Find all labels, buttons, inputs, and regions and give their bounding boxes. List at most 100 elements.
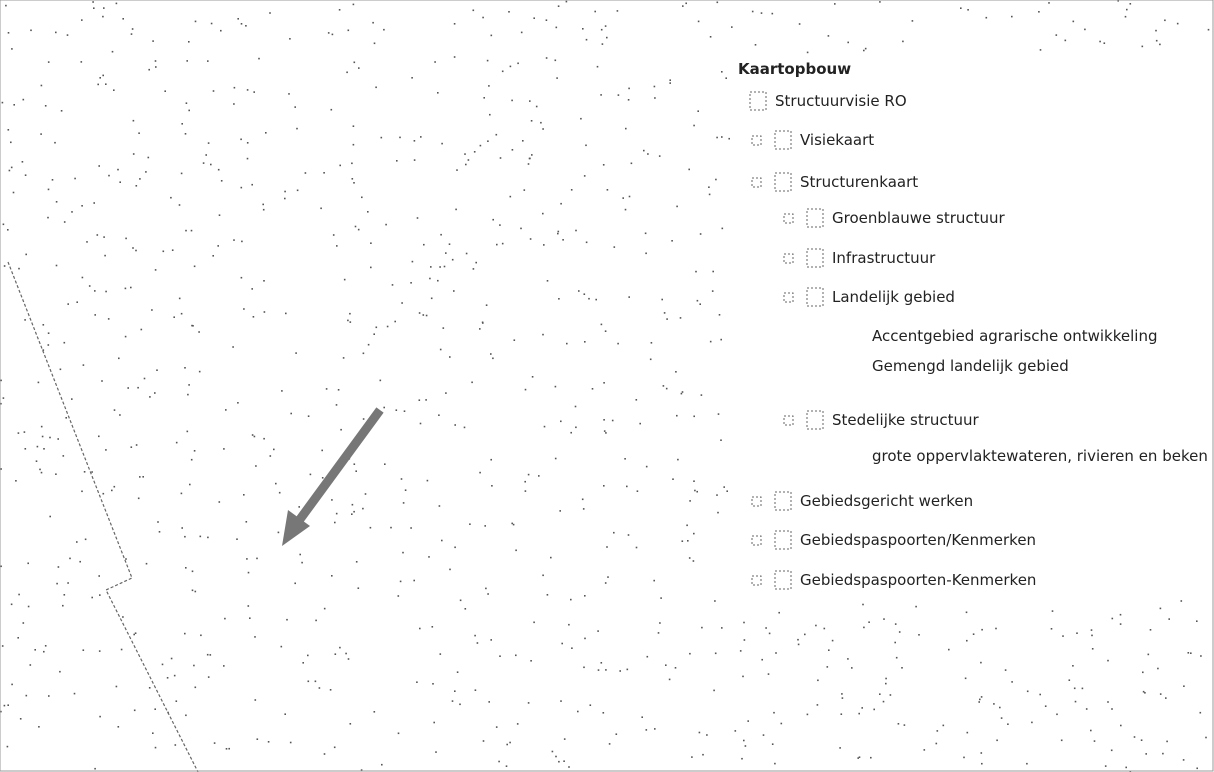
- map-dot: [84, 471, 86, 473]
- map-dot: [700, 233, 702, 235]
- map-dot: [294, 583, 296, 585]
- map-dot: [1142, 46, 1144, 48]
- map-dot: [10, 142, 12, 144]
- map-dot: [439, 266, 441, 268]
- map-dot: [712, 290, 714, 292]
- map-dot: [1160, 608, 1162, 610]
- layer-label[interactable]: Stedelijke structuur: [832, 411, 979, 429]
- map-dot: [521, 32, 523, 34]
- map-dot: [24, 431, 26, 433]
- layer-label[interactable]: Landelijk gebied: [832, 288, 955, 306]
- layer-label[interactable]: Gemengd landelijk gebied: [872, 357, 1069, 375]
- map-dot: [370, 242, 372, 244]
- map-dot: [326, 388, 328, 390]
- map-dot: [452, 700, 454, 702]
- map-dot: [981, 752, 983, 754]
- map-dot: [517, 63, 519, 65]
- map-dot: [496, 726, 498, 728]
- layer-label[interactable]: Groenblauwe structuur: [832, 209, 1005, 227]
- map-dot: [81, 19, 83, 21]
- map-dot: [616, 733, 618, 735]
- map-dot: [188, 110, 190, 112]
- map-dot: [712, 271, 714, 273]
- map-dot: [606, 546, 608, 548]
- map-dot: [64, 594, 66, 596]
- map-dot: [1208, 29, 1210, 31]
- map-dot: [105, 449, 107, 451]
- map-dot: [127, 387, 129, 389]
- map-dot: [254, 636, 256, 638]
- map-dot: [1144, 692, 1146, 694]
- map-dot: [74, 693, 76, 695]
- map-dot: [352, 178, 354, 180]
- map-dot: [281, 646, 283, 648]
- map-dot: [490, 459, 492, 461]
- map-dot: [614, 246, 616, 248]
- map-dot: [420, 423, 422, 425]
- map-dot: [188, 41, 190, 43]
- map-dot: [558, 5, 560, 7]
- layer-label[interactable]: Gebiedsgericht werken: [800, 492, 973, 510]
- map-dot: [339, 647, 341, 649]
- layer-label[interactable]: Infrastructuur: [832, 249, 935, 267]
- map-dot: [546, 19, 548, 21]
- map-dot: [11, 167, 13, 169]
- map-dot: [302, 662, 304, 664]
- map-dot: [164, 90, 166, 92]
- map-dot: [491, 35, 493, 37]
- map-dot: [0, 566, 2, 568]
- map-dot: [828, 649, 830, 651]
- layer-label[interactable]: Structuurvisie RO: [775, 92, 907, 110]
- map-dot: [859, 756, 861, 758]
- map-dot: [353, 182, 355, 184]
- map-dot: [570, 432, 572, 434]
- map-dot: [319, 687, 321, 689]
- map-dot: [247, 89, 249, 91]
- map-dot: [13, 104, 15, 106]
- map-dot: [1062, 635, 1064, 637]
- map-dot: [295, 352, 297, 354]
- map-dot: [560, 421, 562, 423]
- map-dot: [761, 659, 763, 661]
- map-dot: [484, 525, 486, 527]
- map-dot: [453, 290, 455, 292]
- map-dot: [740, 650, 742, 652]
- map-dot: [1125, 16, 1127, 18]
- map-dot: [542, 575, 544, 577]
- map-dot: [427, 480, 429, 482]
- map-dot: [354, 62, 356, 64]
- map-dot: [1159, 44, 1161, 46]
- map-dot: [542, 213, 544, 215]
- map-dot: [524, 189, 526, 191]
- map-dot: [445, 392, 447, 394]
- map-dot: [135, 632, 137, 634]
- layer-label[interactable]: Structurenkaart: [800, 173, 918, 191]
- map-dot: [118, 726, 120, 728]
- layer-label[interactable]: grote oppervlaktewateren, rivieren en be…: [872, 447, 1208, 465]
- map-dot: [454, 547, 456, 549]
- map-dot: [294, 106, 296, 108]
- map-dot: [584, 175, 586, 177]
- layer-label[interactable]: Gebiedspaspoorten-Kenmerken: [800, 571, 1036, 589]
- map-dot: [636, 399, 638, 401]
- layer-label[interactable]: Gebiedspaspoorten/Kenmerken: [800, 531, 1036, 549]
- map-dot: [578, 290, 580, 292]
- map-dot: [654, 728, 656, 730]
- map-dot: [475, 689, 477, 691]
- map-dot: [454, 23, 456, 25]
- map-dot: [529, 158, 531, 160]
- layer-label[interactable]: Visiekaart: [800, 131, 874, 149]
- map-dot: [263, 280, 265, 282]
- map-dot: [273, 449, 275, 451]
- map-dot: [334, 522, 336, 524]
- map-dot: [1168, 618, 1170, 620]
- map-dot: [689, 653, 691, 655]
- layer-label[interactable]: Accentgebied agrarische ontwikkeling: [872, 327, 1157, 345]
- map-dot: [669, 82, 671, 84]
- map-dot: [1073, 21, 1075, 23]
- map-dot: [85, 539, 87, 541]
- map-dot: [237, 18, 239, 20]
- map-dot: [487, 593, 489, 595]
- map-dot: [67, 34, 69, 36]
- map-dot: [228, 748, 230, 750]
